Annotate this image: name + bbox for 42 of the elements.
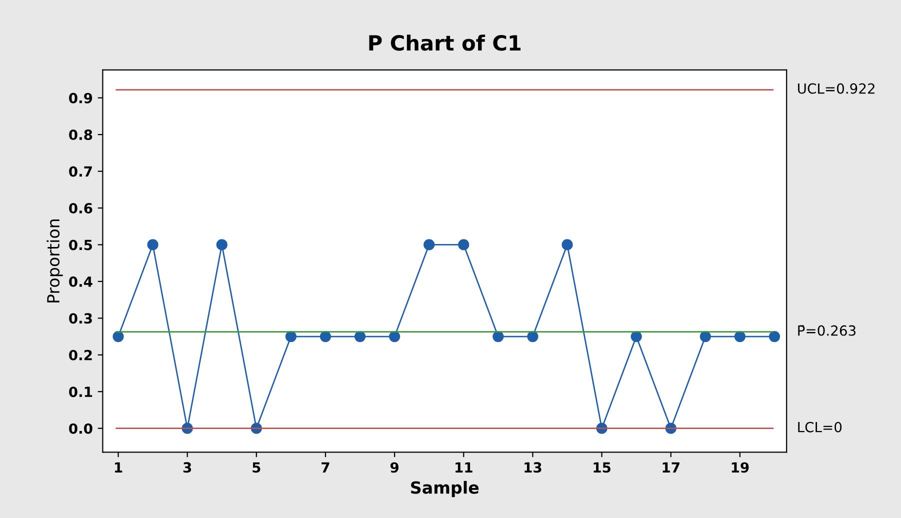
point <box>216 239 228 250</box>
point <box>527 330 538 342</box>
ref-line-label: UCL=0.922 <box>798 83 874 94</box>
x-tick-label: 9 <box>390 462 399 473</box>
y-tick-label: 0.4 <box>69 276 92 287</box>
point <box>285 330 297 342</box>
x-tick-label: 7 <box>322 462 330 472</box>
point <box>147 239 158 250</box>
y-tick-label: 0.5 <box>69 240 92 250</box>
x-tick-label: 5 <box>252 462 260 473</box>
y-tick-label: 0.7 <box>69 166 92 177</box>
y-tick-label: 0.3 <box>69 313 92 324</box>
x-tick-label: 15 <box>594 462 610 473</box>
y-tick-label: 0.1 <box>69 386 92 398</box>
x-tick-label: 11 <box>456 462 472 472</box>
point <box>458 239 470 250</box>
y-tick-label: 0.6 <box>69 202 92 214</box>
y-tick-label: 0.2 <box>69 350 92 360</box>
point <box>320 330 332 342</box>
x-tick-label: 3 <box>183 462 192 473</box>
y-tick-label: 0.0 <box>69 423 92 434</box>
point <box>389 330 400 342</box>
x-axis-title: Sample <box>411 480 479 498</box>
y-tick-label: 0.9 <box>69 92 92 104</box>
y-axis-title: Proportion <box>46 219 63 302</box>
point <box>768 330 780 342</box>
point <box>424 239 435 250</box>
point <box>700 330 711 342</box>
point <box>354 330 366 342</box>
point <box>562 239 573 250</box>
x-tick-label: 17 <box>662 462 680 472</box>
x-tick-label: 1 <box>114 462 122 472</box>
x-tick-label: 19 <box>732 462 749 473</box>
point <box>630 330 642 342</box>
y-tick-label: 0.8 <box>69 130 92 140</box>
ref-line-label: P̄=0.263 <box>798 325 856 336</box>
point <box>112 330 124 342</box>
chart-title: P Chart of C1 <box>369 34 521 51</box>
x-tick-label: 13 <box>524 462 542 473</box>
point <box>492 330 504 342</box>
point <box>734 330 746 342</box>
ref-line-label: LCL=0 <box>798 422 842 432</box>
